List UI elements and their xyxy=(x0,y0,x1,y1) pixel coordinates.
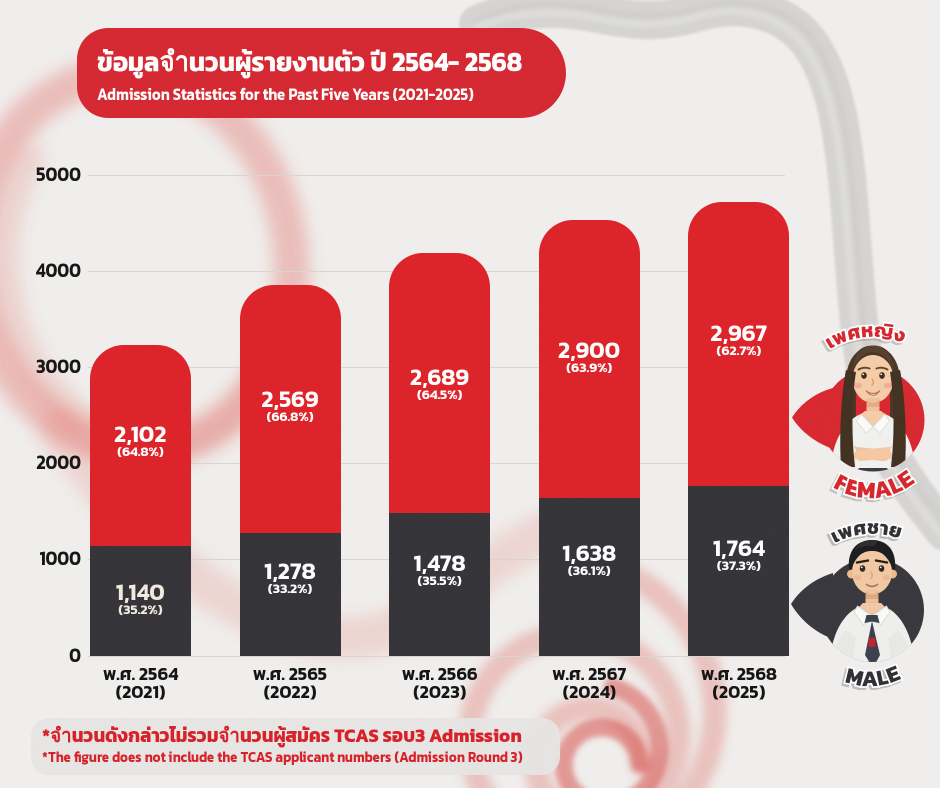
svg-text:MALE: MALE xyxy=(841,655,905,697)
